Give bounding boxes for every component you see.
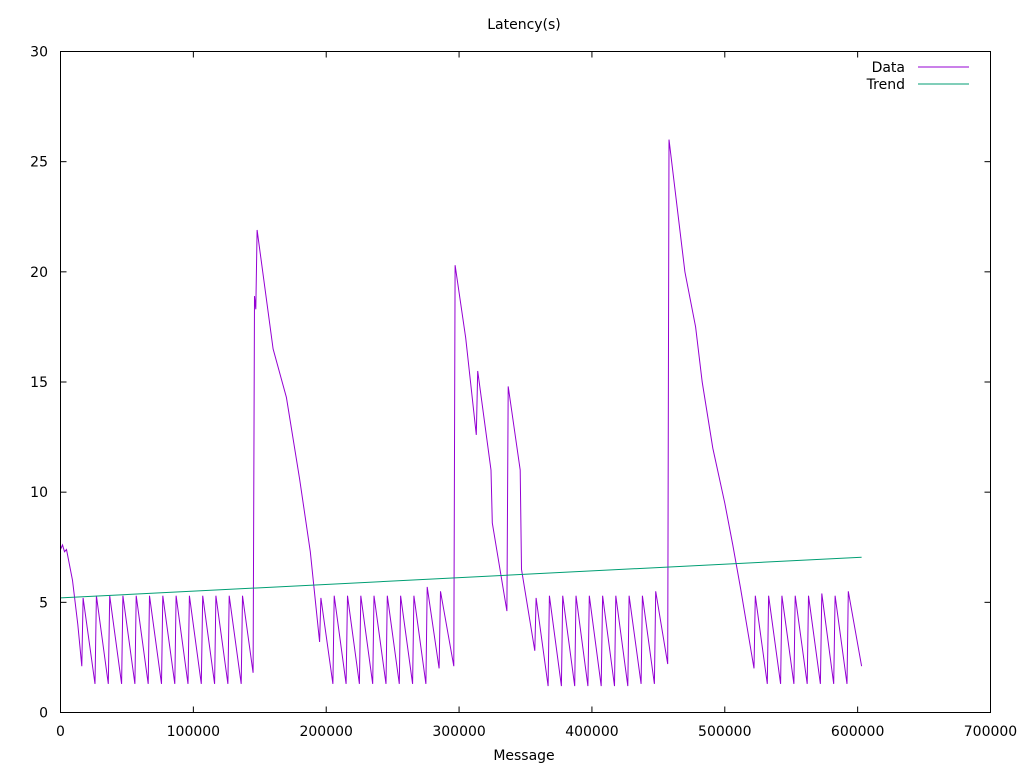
chart-title: Latency(s) xyxy=(487,17,561,33)
x-tick-label: 700000 xyxy=(964,724,1017,740)
x-tick-label: 600000 xyxy=(831,724,884,740)
legend-label-data: Data xyxy=(872,60,905,76)
y-tick-label: 25 xyxy=(30,155,48,171)
y-tick-label: 5 xyxy=(39,595,48,611)
x-tick-label: 100000 xyxy=(167,724,220,740)
y-tick-label: 10 xyxy=(30,485,48,501)
plot-series xyxy=(60,139,863,687)
legend-label-trend: Trend xyxy=(866,77,905,93)
x-axis-label: Message xyxy=(493,748,554,764)
series-line-trend xyxy=(60,556,862,599)
y-tick-label: 0 xyxy=(39,706,48,722)
x-tick-label: 500000 xyxy=(698,724,751,740)
y-tick-label: 15 xyxy=(30,375,48,391)
x-tick-label: 400000 xyxy=(565,724,618,740)
x-axis: 0 100000 200000 300000 400000 500000 600000 700… xyxy=(56,51,1017,740)
series-line-data xyxy=(60,139,863,687)
x-tick-label: 300000 xyxy=(432,724,485,740)
y-tick-label: 20 xyxy=(30,265,48,281)
y-axis: 0 5 10 15 20 25 30 xyxy=(30,45,991,722)
plot-frame xyxy=(60,51,991,713)
y-tick-label: 30 xyxy=(30,45,48,61)
x-tick-label: 0 xyxy=(56,724,65,740)
x-tick-label: 200000 xyxy=(299,724,352,740)
